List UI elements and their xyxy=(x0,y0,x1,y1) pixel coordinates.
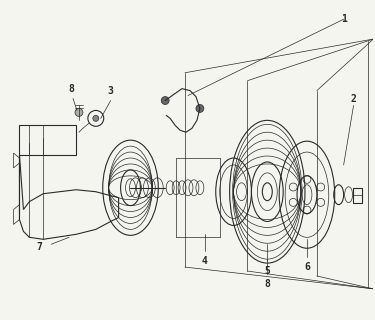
Bar xyxy=(352,188,363,203)
Text: 3: 3 xyxy=(108,86,114,96)
Circle shape xyxy=(93,116,99,121)
Text: 7: 7 xyxy=(36,242,42,252)
Text: 1: 1 xyxy=(341,14,346,24)
Circle shape xyxy=(196,105,204,112)
Circle shape xyxy=(75,108,83,116)
Text: 4: 4 xyxy=(202,256,208,266)
Text: 6: 6 xyxy=(304,262,310,272)
Text: 2: 2 xyxy=(351,93,357,104)
Text: 8: 8 xyxy=(68,84,74,94)
Circle shape xyxy=(161,97,169,105)
Text: 8: 8 xyxy=(264,279,270,289)
Text: 5: 5 xyxy=(264,266,270,276)
